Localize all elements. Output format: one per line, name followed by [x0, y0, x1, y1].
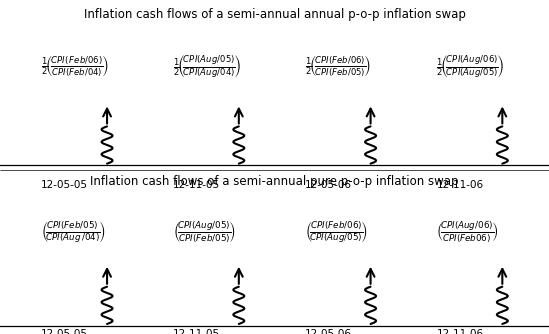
Text: $\frac{1}{2}\!\left(\!\frac{\it CPI(Feb/06)}{\it CPI(Feb/05)}\!\right)$: $\frac{1}{2}\!\left(\!\frac{\it CPI(Feb/… [305, 54, 371, 79]
Text: $\left(\!\frac{\it CPI(Feb/05)}{\it CPI(Aug\,/04)}\!\right)$: $\left(\!\frac{\it CPI(Feb/05)}{\it CPI(… [41, 219, 105, 245]
Text: 12-05-05: 12-05-05 [41, 329, 88, 334]
Text: $\frac{1}{2}\!\left(\!\frac{\it CPI(Aug/05)}{\it CPI(Aug/04)}\!\right)$: $\frac{1}{2}\!\left(\!\frac{\it CPI(Aug/… [173, 53, 241, 80]
Text: Inflation cash flows of a semi-annual annual p-o-p inflation swap: Inflation cash flows of a semi-annual an… [83, 8, 466, 21]
Text: 12-05-06: 12-05-06 [305, 180, 352, 190]
Text: $\left(\!\frac{\it CPI(Aug/06)}{\it CPI(Feb06)}\!\right)$: $\left(\!\frac{\it CPI(Aug/06)}{\it CPI(… [436, 219, 499, 245]
Text: 12-11-06: 12-11-06 [436, 180, 484, 190]
Text: 12-11-06: 12-11-06 [436, 329, 484, 334]
Text: Inflation cash flows of a semi-annual pure p-o-p inflation swap: Inflation cash flows of a semi-annual pu… [90, 175, 459, 188]
Text: $\left(\!\frac{\it CPI(Aug/05)}{\it CPI(Feb/05)}\!\right)$: $\left(\!\frac{\it CPI(Aug/05)}{\it CPI(… [173, 219, 236, 245]
Text: 12-05-05: 12-05-05 [41, 180, 88, 190]
Text: 12-05-06: 12-05-06 [305, 329, 352, 334]
Text: $\frac{1}{2}\!\left(\!\frac{\it CPI(Aug/06)}{\it CPI(Aug/05)}\!\right)$: $\frac{1}{2}\!\left(\!\frac{\it CPI(Aug/… [436, 53, 505, 80]
Text: 12-11-05: 12-11-05 [173, 180, 220, 190]
Text: $\frac{1}{2}\!\left(\!\frac{\it CPI(\, Feb/06)}{\it CPI(Feb/04)}\!\right)$: $\frac{1}{2}\!\left(\!\frac{\it CPI(\, F… [41, 54, 109, 79]
Text: $\left(\!\frac{\it CPI(Feb/06)}{\it CPI(Aug/05)}\!\right)$: $\left(\!\frac{\it CPI(Feb/06)}{\it CPI(… [305, 219, 368, 245]
Text: 12-11-05: 12-11-05 [173, 329, 220, 334]
